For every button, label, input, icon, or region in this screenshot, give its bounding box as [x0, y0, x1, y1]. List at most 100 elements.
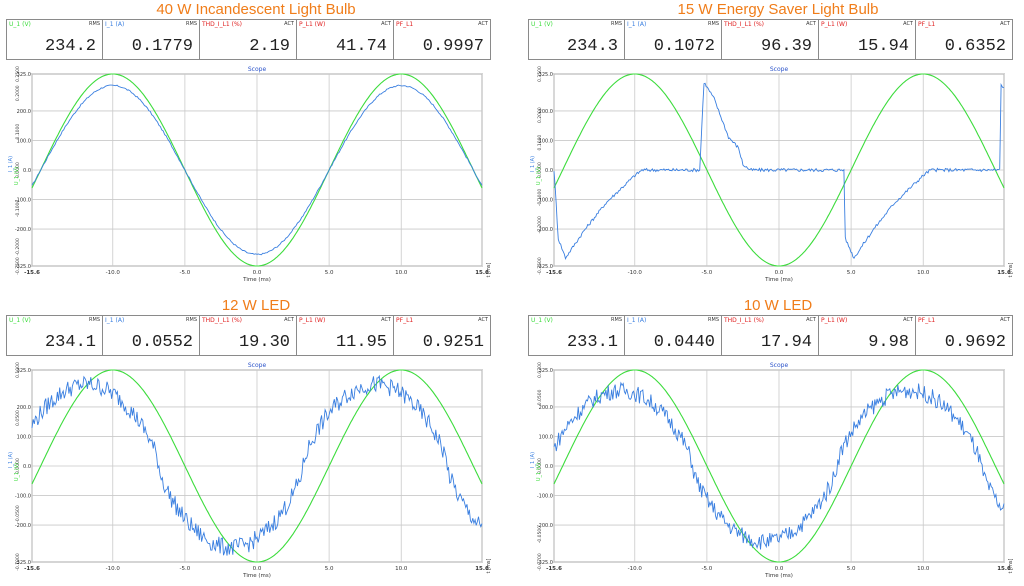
y-left-tick-label: 0.1000 [537, 135, 543, 151]
meter-name: I_1 (A) [105, 21, 125, 28]
meter-value: 0.6352 [944, 37, 1006, 56]
meter-value: 9.98 [868, 333, 909, 352]
x-tick-label: 0.0 [775, 270, 784, 276]
y-left-tick-label: 0.0000 [15, 458, 21, 474]
x-tick-label: -5.0 [702, 566, 713, 572]
current-series-line [31, 374, 483, 556]
meter-type: ACT [1000, 21, 1010, 27]
voltage-series-line [31, 73, 483, 267]
meter-value: 0.0440 [653, 333, 715, 352]
meter-row: U_1 (V) RMS 234.1 I_1 (A) RMS 0.0552 THD_I_L1 … [6, 315, 491, 359]
y-right-tick-label: 200.0 [17, 405, 31, 411]
y-right-tick-label: -200.0 [537, 523, 553, 529]
y-left-tick-label: 0.0000 [15, 162, 21, 178]
meter-name: I_1 (A) [627, 317, 647, 324]
meter-name: P_L1 (W) [821, 21, 848, 28]
meter-value: 0.9997 [422, 37, 484, 56]
x-unit-label: t [ms] [486, 262, 492, 277]
meter-type: RMS [611, 317, 622, 323]
meter-value: 234.3 [566, 37, 618, 56]
x-tick-label: -5.0 [702, 270, 713, 276]
y-left-tick-label: -0.0500 [15, 505, 21, 523]
y-left-tick-label: 0.3500 [537, 66, 543, 82]
y-right-tick-label: -100.0 [537, 494, 553, 500]
y-left-tick-label: 0.0000 [537, 458, 543, 474]
y-right-tick-label: -325.0 [15, 560, 31, 566]
y-left-tick-label: -0.2500 [15, 257, 21, 275]
scope-chart: Scope -15.6 -10.0 -5.0 0.0 5.0 10.0 15.6 Time (m… [528, 62, 1016, 287]
meter-name: P_L1 (W) [299, 21, 326, 28]
meter-2: THD_I_L1 (%) ACT 17.94 [722, 315, 819, 356]
meter-name: P_L1 (W) [821, 317, 848, 324]
meter-name: THD_I_L1 (%) [724, 21, 765, 28]
y-right-tick-label: 325.0 [539, 368, 553, 374]
y-right-tick-label: -325.0 [537, 560, 553, 566]
x-tick-label: -5.0 [180, 566, 191, 572]
y-left-tick-label: -0.0500 [537, 526, 543, 544]
meter-name: PF_L1 [396, 21, 414, 28]
scope-label: Scope [770, 362, 789, 369]
meter-name: PF_L1 [918, 317, 936, 324]
meter-value: 234.2 [44, 37, 96, 56]
meter-name: I_1 (A) [105, 317, 125, 324]
meter-3: P_L1 (W) ACT 9.98 [819, 315, 916, 356]
meter-3: P_L1 (W) ACT 15.94 [819, 19, 916, 60]
meter-3: P_L1 (W) ACT 41.74 [297, 19, 394, 60]
meter-value: 0.9251 [422, 333, 484, 352]
meter-name: THD_I_L1 (%) [724, 317, 765, 324]
scope-svg: Scope -15.6 -10.0 -5.0 0.0 5.0 10.0 15.6 Time (m… [530, 66, 1014, 283]
panel-title: 10 W LED [743, 297, 813, 314]
current-series-line [31, 84, 483, 256]
x-tick-label: -10.0 [106, 566, 121, 572]
meter-value: 19.30 [238, 333, 290, 352]
y-right-tick-label: -100.0 [15, 198, 31, 204]
meter-value: 0.9692 [944, 333, 1006, 352]
y-right-tick-label: 200.0 [17, 109, 31, 115]
y-right-tick-label: -100.0 [15, 494, 31, 500]
meter-name: P_L1 (W) [299, 317, 326, 324]
y-axis-label-voltage: U_1 (V) [14, 167, 20, 185]
meter-type: ACT [381, 317, 391, 323]
y-left-tick-label: -0.1000 [15, 553, 21, 571]
scope-label: Scope [248, 66, 267, 73]
meter-type: RMS [89, 317, 100, 323]
meter-1: I_1 (A) RMS 0.0440 [625, 315, 722, 356]
panel-energy-saver: 15 W Energy Saver Light Bulb U_1 (V) RMS 2… [528, 0, 1024, 290]
meter-value: 0.1779 [131, 37, 193, 56]
x-tick-label: 15.6 [997, 270, 1011, 276]
y-right-tick-label: 0.0 [23, 464, 31, 470]
x-tick-label: 10.0 [917, 566, 930, 572]
x-tick-label: 10.0 [395, 566, 408, 572]
y-right-tick-label: 200.0 [539, 109, 553, 115]
x-tick-label: 5.0 [325, 270, 334, 276]
x-tick-label: -15.6 [24, 270, 40, 276]
x-tick-label: 0.0 [253, 270, 262, 276]
scope-svg: Scope -15.6 -10.0 -5.0 0.0 5.0 10.0 15.6 Time (m… [530, 362, 1014, 579]
y-right-tick-label: -325.0 [15, 264, 31, 270]
meter-2: THD_I_L1 (%) ACT 96.39 [722, 19, 819, 60]
meter-name: PF_L1 [396, 317, 414, 324]
y-right-tick-label: 0.0 [545, 168, 553, 174]
current-series-line [553, 82, 1005, 260]
meter-type: ACT [903, 21, 913, 27]
y-right-tick-label: 100.0 [17, 434, 31, 440]
y-left-tick-label: 0.0700 [537, 362, 543, 378]
x-tick-label: 0.0 [775, 566, 784, 572]
meter-type: ACT [284, 21, 294, 27]
y-right-tick-label: 100.0 [539, 434, 553, 440]
meter-type: ACT [903, 317, 913, 323]
meter-1: I_1 (A) RMS 0.1072 [625, 19, 722, 60]
voltage-series-line [553, 73, 1005, 267]
x-tick-label: 5.0 [847, 566, 856, 572]
meter-name: U_1 (V) [531, 21, 553, 28]
y-left-tick-label: 0.1000 [15, 124, 21, 140]
y-axis-label-voltage: U_1 (V) [14, 463, 20, 481]
x-tick-label: 15.6 [997, 566, 1011, 572]
scope-svg: Scope -15.6 -10.0 -5.0 0.0 5.0 10.0 15.6 Time (m… [8, 362, 492, 579]
meter-1: I_1 (A) RMS 0.1779 [103, 19, 200, 60]
scope-chart: Scope -15.6 -10.0 -5.0 0.0 5.0 10.0 15.6 Time (m… [528, 358, 1016, 583]
meter-type: ACT [806, 21, 816, 27]
x-tick-label: -15.6 [546, 566, 562, 572]
y-right-tick-label: -100.0 [537, 198, 553, 204]
meter-value: 0.1072 [653, 37, 715, 56]
